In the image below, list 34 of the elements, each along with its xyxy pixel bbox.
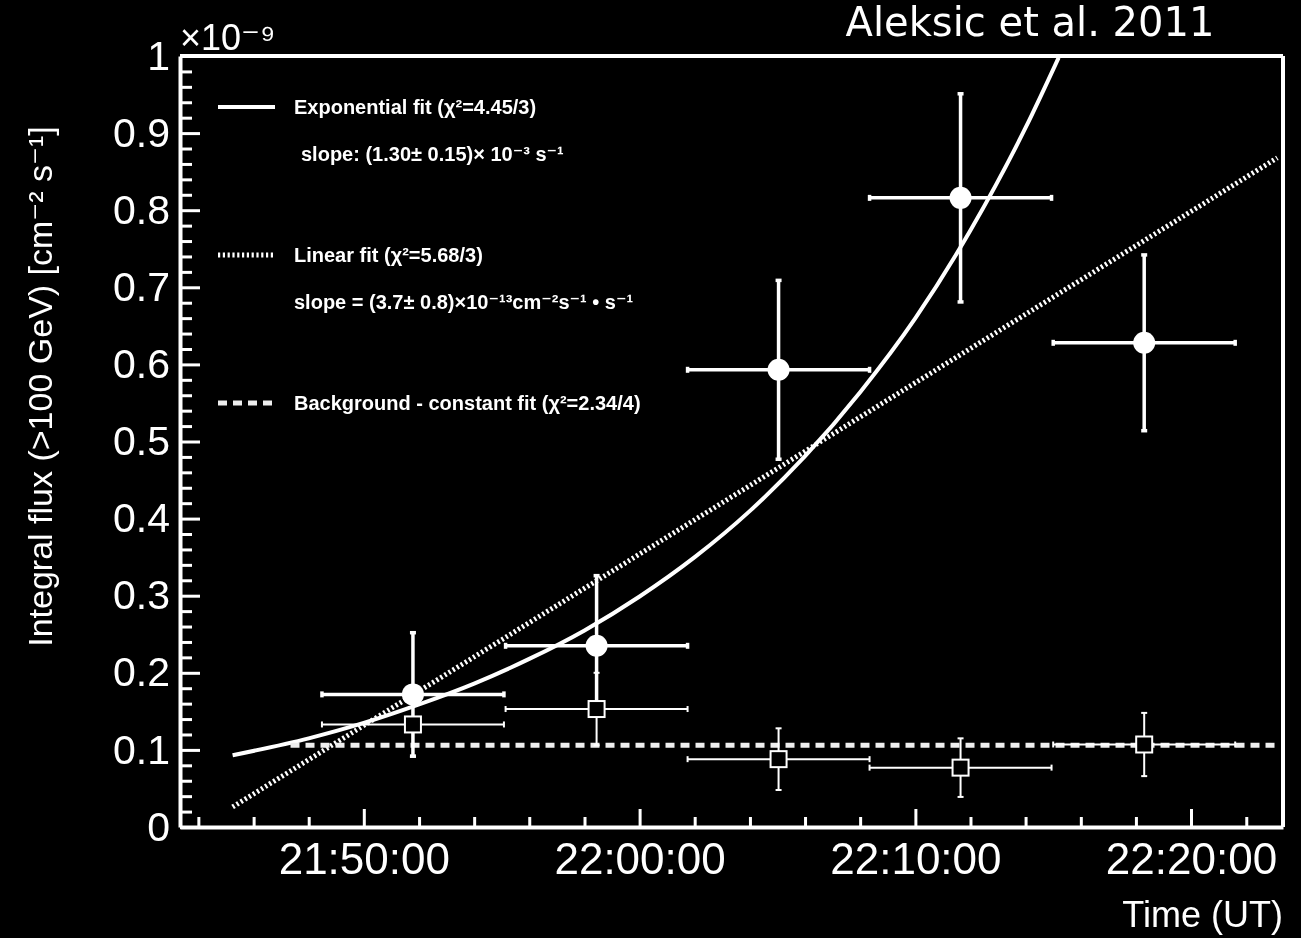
y-tick-label: 0.9 [113,109,170,156]
point [769,750,788,769]
y-tick-label: 0.2 [113,649,170,696]
y-tick-label: 0 [147,803,170,850]
point [1133,331,1156,354]
point [949,186,972,209]
x-tick-label: 21:50:00 [278,834,450,884]
x-tick-label: 22:10:00 [830,834,1002,884]
y-tick-label: 1 [147,32,170,79]
legend-label: Exponential fit (χ²=4.45/3) [294,96,537,118]
y-tick-label: 0.7 [113,263,170,310]
y-axis-title: Integral flux (>100 GeV) [cm⁻² s⁻¹] [21,126,59,647]
legend-label: Background - constant fit (χ²=2.34/4) [294,392,641,414]
y-tick-label: 0.5 [113,418,170,465]
annotation: ×10⁻⁹ [180,17,276,58]
point [585,634,608,657]
y-tick-label: 0.6 [113,341,170,388]
y-tick-label: 0.4 [113,495,170,542]
text: Aleksic et al. 2011 [845,0,1215,45]
point [401,683,424,706]
annotation: slope: (1.30± 0.15)× 10⁻³ s⁻¹ [301,143,565,165]
point [1135,735,1154,754]
x-tick-label: 22:20:00 [1105,834,1278,884]
annotation: slope = (3.7± 0.8)×10⁻¹³cm⁻²s⁻¹ • s⁻¹ [294,291,634,313]
y-tick-label: 0.8 [113,186,170,233]
legend-label: Linear fit (χ²=5.68/3) [294,244,483,266]
y-tick-label: 0.1 [113,726,170,773]
point [403,715,422,734]
y-tick-label: 0.3 [113,572,170,619]
x-axis-title: Time (UT) [1122,894,1283,935]
point [587,700,606,719]
x-tick-label: 22:00:00 [554,834,726,884]
point [767,358,790,381]
point [951,758,970,777]
